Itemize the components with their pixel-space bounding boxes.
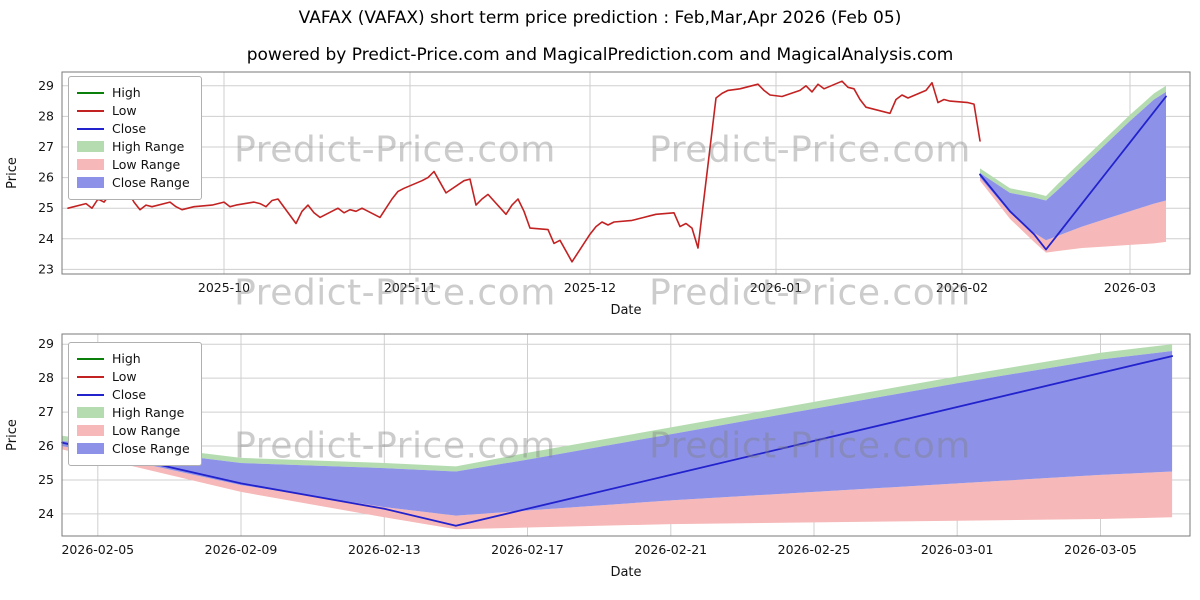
legend-item-high: High xyxy=(77,351,190,366)
legend-patch-swatch xyxy=(77,425,104,436)
y-tick-label: 23 xyxy=(38,261,54,276)
predicted-close-line xyxy=(61,355,1173,527)
legend-label: High Range xyxy=(112,405,185,420)
legend-line-swatch xyxy=(77,357,104,360)
y-axis-label: Price xyxy=(5,419,20,451)
legend-label: High Range xyxy=(112,139,185,154)
legend-line-swatch xyxy=(77,91,104,94)
x-tick-label: 2025-10 xyxy=(198,280,250,295)
y-tick-label: 29 xyxy=(38,336,54,351)
legend-item-low-range: Low Range xyxy=(77,157,190,172)
band-low-range xyxy=(62,446,1173,530)
y-tick-label: 29 xyxy=(38,78,54,93)
legend-patch-swatch xyxy=(77,159,104,170)
legend-line-swatch xyxy=(77,393,104,396)
legend-label: High xyxy=(112,351,141,366)
legend-item-low: Low xyxy=(77,369,190,384)
y-tick-label: 27 xyxy=(38,139,54,154)
legend-label: Low Range xyxy=(112,157,181,172)
legend-label: Close xyxy=(112,387,147,402)
x-tick-label: 2026-02-13 xyxy=(348,542,421,557)
legend-patch-swatch xyxy=(77,407,104,418)
legend-item-high: High xyxy=(77,85,190,100)
plot-frame xyxy=(61,71,1191,275)
legend-item-high-range: High Range xyxy=(77,405,190,420)
x-tick-label: 2026-02 xyxy=(936,280,988,295)
y-tick-label: 28 xyxy=(38,370,54,385)
band-low-range xyxy=(980,177,1166,253)
y-tick-label: 28 xyxy=(38,108,54,123)
legend-item-close-range: Close Range xyxy=(77,441,190,456)
x-tick-label: 2026-03-01 xyxy=(921,542,994,557)
x-tick-label: 2025-11 xyxy=(384,280,436,295)
legend-label: Low Range xyxy=(112,423,181,438)
legend-item-high-range: High Range xyxy=(77,139,190,154)
y-tick-label: 24 xyxy=(38,231,54,246)
legend-label: Low xyxy=(112,103,137,118)
legend-item-low-range: Low Range xyxy=(77,423,190,438)
y-tick-label: 25 xyxy=(38,472,54,487)
x-tick-label: 2026-02-21 xyxy=(634,542,707,557)
y-tick-label: 27 xyxy=(38,404,54,419)
legend-bottom: High Low Close High Range Low Range Close Ran… xyxy=(68,342,202,466)
x-tick-label: 2026-02-17 xyxy=(491,542,564,557)
legend-patch-swatch xyxy=(77,443,104,454)
x-tick-label: 2025-12 xyxy=(564,280,616,295)
legend-line-swatch xyxy=(77,127,104,130)
y-tick-label: 24 xyxy=(38,506,54,521)
y-axis-label: Price xyxy=(5,157,20,189)
legend-patch-swatch xyxy=(77,141,104,152)
x-tick-label: 2026-02-09 xyxy=(205,542,278,557)
legend-top: High Low Close High Range Low Range Close Ran… xyxy=(68,76,202,200)
y-tick-label: 26 xyxy=(38,438,54,453)
x-axis-label: Date xyxy=(610,565,641,580)
x-tick-label: 2026-03-05 xyxy=(1064,542,1137,557)
history-price-line xyxy=(67,80,981,263)
x-axis-label: Date xyxy=(610,303,641,318)
legend-item-low: Low xyxy=(77,103,190,118)
band-close-range xyxy=(980,91,1166,241)
y-tick-label: 26 xyxy=(38,170,54,185)
legend-item-close: Close xyxy=(77,121,190,136)
legend-label: Close Range xyxy=(112,175,190,190)
legend-item-close-range: Close Range xyxy=(77,175,190,190)
y-tick-label: 25 xyxy=(38,200,54,215)
x-tick-label: 2026-01 xyxy=(750,280,802,295)
legend-label: Low xyxy=(112,369,137,384)
legend-item-close: Close xyxy=(77,387,190,402)
predicted-close-line xyxy=(979,95,1167,251)
figure-title: VAFAX (VAFAX) short term price predictio… xyxy=(298,8,902,28)
x-tick-label: 2026-02-25 xyxy=(778,542,851,557)
prediction-chart-canvas: 24 25 26 27 28 29 2026-02-05 2026-02-09 2026-02-… xyxy=(5,333,1191,580)
x-tick-label: 2026-03 xyxy=(1104,280,1156,295)
legend-label: Close xyxy=(112,121,147,136)
legend-line-swatch xyxy=(77,375,104,378)
legend-line-swatch xyxy=(77,109,104,112)
legend-label: High xyxy=(112,85,141,100)
band-close-range xyxy=(62,351,1173,516)
legend-label: Close Range xyxy=(112,441,190,456)
figure-subtitle: powered by Predict-Price.com and Magical… xyxy=(246,45,954,65)
x-tick-label: 2026-02-05 xyxy=(61,542,134,557)
plot-frame xyxy=(61,333,1191,537)
history-chart-canvas: 23 24 25 26 27 28 29 2025-10 2025-11 2025-12 2026-… xyxy=(5,71,1191,318)
legend-patch-swatch xyxy=(77,177,104,188)
